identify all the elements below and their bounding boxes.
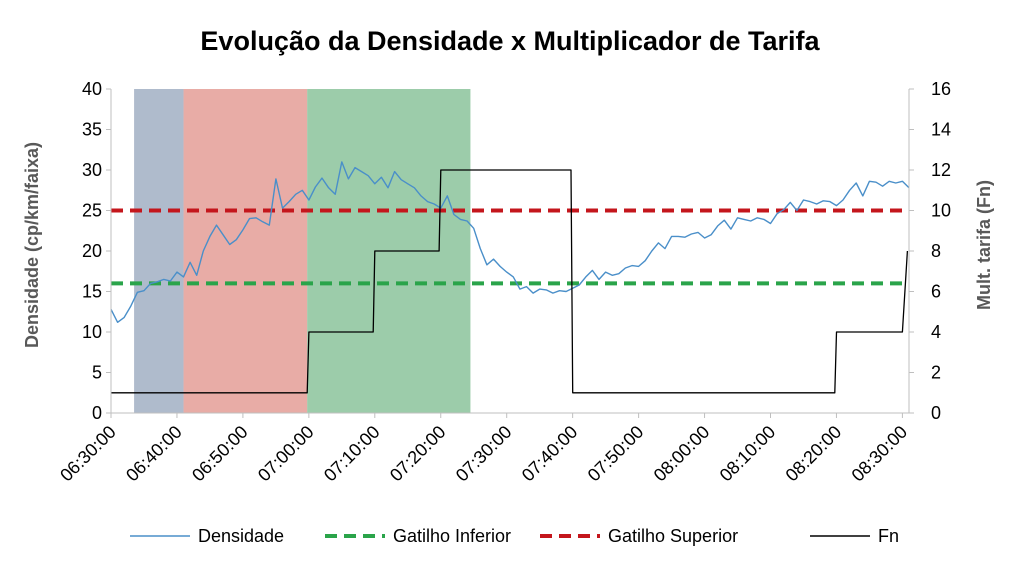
x-tick-label: 07:10:00 bbox=[320, 422, 384, 486]
x-tick-label: 07:20:00 bbox=[386, 422, 450, 486]
y2-tick-label: 16 bbox=[931, 79, 951, 99]
y2-tick-label: 0 bbox=[931, 403, 941, 423]
plot-area bbox=[110, 161, 910, 394]
y-tick-label: 5 bbox=[92, 363, 102, 383]
x-tick-label: 07:50:00 bbox=[584, 422, 648, 486]
x-tick-label: 06:30:00 bbox=[56, 422, 120, 486]
y-tick-label: 25 bbox=[82, 201, 102, 221]
shaded-region-2 bbox=[183, 89, 308, 413]
legend-item-gatilho-superior: Gatilho Superior bbox=[540, 526, 738, 546]
legend-item-fn: Fn bbox=[810, 526, 899, 546]
series-densidade bbox=[110, 161, 910, 323]
x-tick-label: 07:00:00 bbox=[254, 422, 318, 486]
y-tick-label: 15 bbox=[82, 282, 102, 302]
legend-label: Fn bbox=[878, 526, 899, 546]
y2-tick-label: 8 bbox=[931, 241, 941, 261]
y2-tick-label: 10 bbox=[931, 201, 951, 221]
x-tick-label: 08:00:00 bbox=[650, 422, 714, 486]
x-tick-label: 08:10:00 bbox=[716, 422, 780, 486]
y2-tick-label: 12 bbox=[931, 160, 951, 180]
y2-axis-label: Mult. tarifa (Fn) bbox=[974, 180, 994, 310]
legend-label: Gatilho Superior bbox=[608, 526, 738, 546]
x-tick-label: 08:30:00 bbox=[848, 422, 912, 486]
x-tick-label: 07:40:00 bbox=[518, 422, 582, 486]
chart-title: Evolução da Densidade x Multiplicador de… bbox=[200, 26, 820, 56]
x-tick-label: 08:20:00 bbox=[782, 422, 846, 486]
shaded-regions bbox=[134, 89, 471, 413]
y-axis-label: Densidade (cp/km/faixa) bbox=[22, 142, 42, 348]
y-tick-label: 20 bbox=[82, 241, 102, 261]
series-fn bbox=[111, 169, 909, 394]
legend-item-densidade: Densidade bbox=[130, 526, 284, 546]
y-tick-label: 10 bbox=[82, 322, 102, 342]
y-tick-label: 40 bbox=[82, 79, 102, 99]
legend-label: Densidade bbox=[198, 526, 284, 546]
y2-tick-label: 6 bbox=[931, 282, 941, 302]
legend-label: Gatilho Inferior bbox=[393, 526, 511, 546]
x-tick-label: 06:50:00 bbox=[188, 422, 252, 486]
y-tick-label: 35 bbox=[82, 120, 102, 140]
legend: Densidade Gatilho Inferior Gatilho Superio… bbox=[130, 526, 899, 546]
y-tick-label: 0 bbox=[92, 403, 102, 423]
legend-item-gatilho-inferior: Gatilho Inferior bbox=[325, 526, 511, 546]
x-tick-label: 07:30:00 bbox=[452, 422, 516, 486]
y-tick-label: 30 bbox=[82, 160, 102, 180]
shaded-region-1 bbox=[134, 89, 184, 413]
y2-tick-label: 14 bbox=[931, 120, 951, 140]
x-tick-label: 06:40:00 bbox=[122, 422, 186, 486]
y2-tick-label: 2 bbox=[931, 363, 941, 383]
y2-tick-label: 4 bbox=[931, 322, 941, 342]
